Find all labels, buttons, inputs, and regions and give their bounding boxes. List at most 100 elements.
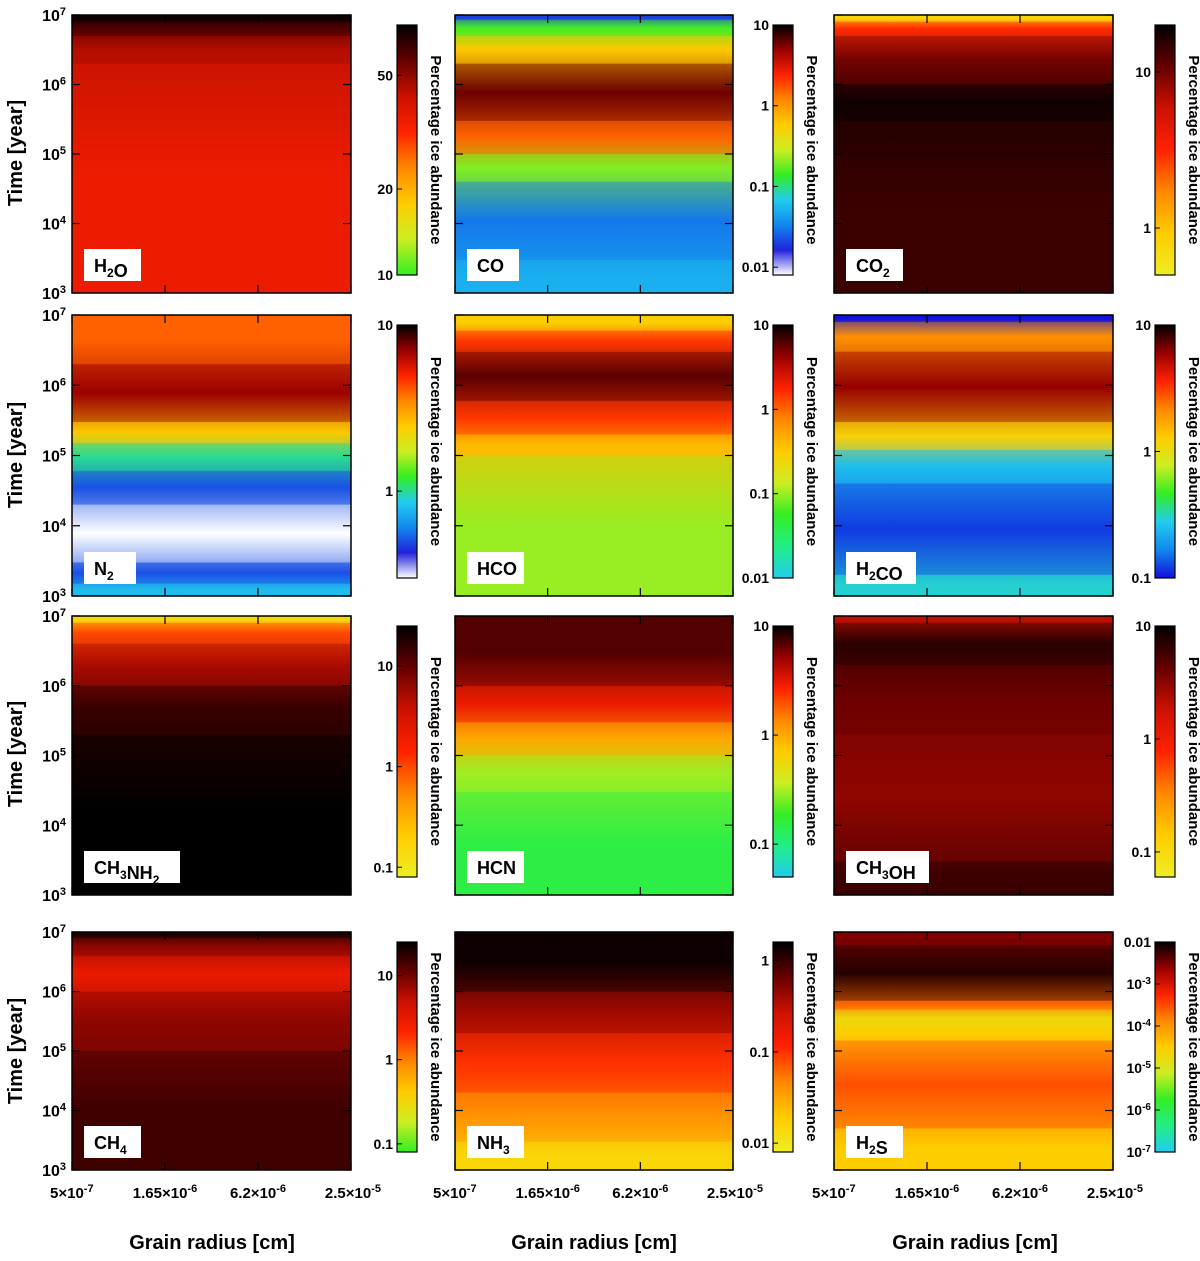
colorbar-label-co2: Percentage ice abundance (1185, 55, 1200, 244)
x-tick-label-ch4-3: 2.5×10-5 (325, 1183, 381, 1202)
band-n2-4 (72, 443, 351, 472)
band-ch3nh2-2 (72, 643, 351, 686)
x-tick-label-ch4-0: 5×10-7 (50, 1183, 94, 1202)
colorbar-h2s: 10-7 10-6 10-5 10-4 10-3 0.01 Percentage ice a… (1124, 934, 1200, 1160)
colorbar-tick-label-h2s-5: 0.01 (1124, 934, 1151, 950)
band-n2-3 (72, 471, 351, 505)
species-label-co2: CO2 (856, 256, 890, 280)
panel-hcn: HCN 0.1 1 10 Percentage ice abundance (454, 615, 820, 896)
colorbar-tick-label-h2co-0: 0.1 (1132, 570, 1152, 586)
heatmap-hcn (455, 616, 733, 895)
band-ch3oh-1 (834, 734, 1113, 862)
species-label-h2s: H2S (856, 1133, 888, 1158)
band-co-4 (455, 63, 733, 121)
colorbar-tick-label-co-0: 0.01 (742, 259, 769, 275)
y-tick-label-n2-3: 106 (42, 376, 66, 395)
colorbar-label-ch3oh: Percentage ice abundance (1185, 657, 1200, 846)
colorbar-co: 0.01 0.1 1 10 Percentage ice abundance (742, 17, 820, 276)
heatmap-ch3nh2 (72, 616, 351, 895)
colorbar-label-h2o: Percentage ice abundance (427, 55, 444, 244)
band-h2s-3 (834, 1009, 1113, 1028)
band-h2o-3 (72, 15, 351, 22)
colorbar-label-n2: Percentage ice abundance (427, 357, 444, 546)
colorbar-tick-label-ch4-2: 10 (377, 967, 393, 983)
colorbar-tick-label-hco-1: 0.1 (750, 486, 770, 502)
species-label-n2: N2 (94, 559, 114, 583)
species-label-nh3: NH3 (477, 1133, 510, 1157)
y-tick-label-ch3nh2-4: 107 (42, 607, 66, 626)
heatmap-hco (455, 315, 733, 596)
colorbar-gradient-hcn (772, 625, 794, 878)
species-label-box-ch4 (84, 1126, 141, 1158)
band-co-2 (455, 154, 733, 182)
species-label-box-ch3nh2 (84, 851, 180, 883)
species-label-box-co2 (846, 249, 903, 281)
colorbar-gradient-co (772, 24, 794, 276)
x-tick-label-ch4-1: 1.65×10-6 (133, 1183, 197, 1202)
colorbar-label-ch3nh2: Percentage ice abundance (427, 657, 444, 846)
x-tick-label-h2s-2: 6.2×10-6 (992, 1183, 1048, 1202)
y-tick-label-h2o-3: 106 (42, 76, 66, 95)
band-ch4-4 (72, 932, 351, 938)
panel-ch3nh2: 103 104 105 106 107 CH3NH2 0.1 1 10 Percentage ic… (42, 607, 444, 905)
species-label-h2co: H2CO (856, 559, 903, 584)
y-tick-label-h2o-0: 103 (42, 284, 66, 303)
colorbar-label-hcn: Percentage ice abundance (803, 657, 820, 846)
panel-h2co: H2CO 0.1 1 10 Percentage ice abundance (833, 314, 1200, 597)
panel-hco: HCO 0.01 0.1 1 10 Percentage ice abundance (454, 314, 820, 597)
y-tick-label-n2-2: 105 (42, 447, 66, 466)
colorbar-ch4: 0.1 1 10 Percentage ice abundance (374, 941, 444, 1153)
species-label-box-hco (467, 552, 524, 584)
band-h2o-2 (72, 21, 351, 36)
heatmap-h2o (72, 15, 351, 293)
heatmap-ch3oh (834, 616, 1113, 895)
x-tick-label-nh3-3: 2.5×10-5 (707, 1183, 763, 1202)
colorbar-tick-label-ch4-1: 1 (385, 1052, 393, 1068)
band-nh3-4 (455, 932, 733, 992)
colorbar-label-h2co: Percentage ice abundance (1185, 357, 1200, 546)
species-label-co: CO (477, 256, 504, 276)
colorbar-tick-label-co-1: 0.1 (750, 178, 770, 194)
colorbar-label-hco: Percentage ice abundance (803, 357, 820, 546)
y-tick-label-ch3nh2-0: 103 (42, 886, 66, 905)
colorbar-tick-label-nh3-1: 0.1 (750, 1044, 770, 1060)
band-n2-1 (72, 562, 351, 584)
y-axis-label-row3: Time [year] (5, 701, 27, 807)
colorbar-tick-label-h2o-1: 20 (377, 181, 393, 197)
colorbar-gradient-ch3oh (1154, 625, 1176, 878)
species-label-h2o: H2O (94, 256, 128, 281)
colorbar-hcn: 0.1 1 10 Percentage ice abundance (750, 618, 820, 878)
band-co2-2 (834, 35, 1113, 85)
x-tick-label-h2s-3: 2.5×10-5 (1087, 1183, 1143, 1202)
species-label-box-h2s (846, 1126, 903, 1158)
band-hcn-3 (455, 685, 733, 723)
band-nh3-2 (455, 1033, 733, 1093)
band-h2co-6 (834, 315, 1113, 322)
colorbar-tick-label-hco-0: 0.01 (742, 570, 769, 586)
x-tick-label-h2s-0: 5×10-7 (812, 1183, 856, 1202)
species-label-box-n2 (84, 552, 136, 584)
band-h2s-6 (834, 932, 1113, 946)
band-h2s-1 (834, 1040, 1113, 1129)
colorbar-gradient-h2o (396, 24, 418, 276)
heatmap-h2co (834, 315, 1113, 596)
species-label-hco: HCO (477, 559, 517, 579)
species-label-ch4: CH4 (94, 1133, 127, 1157)
band-hco-1 (455, 434, 733, 456)
heatmap-co2 (834, 15, 1113, 293)
colorbar-ch3nh2: 0.1 1 10 Percentage ice abundance (374, 625, 444, 878)
colorbar-tick-label-h2s-0: 10-7 (1127, 1144, 1152, 1161)
y-tick-label-ch3nh2-2: 105 (42, 747, 66, 766)
colorbar-tick-label-ch3oh-2: 10 (1135, 618, 1151, 634)
colorbar-tick-label-ch3oh-0: 0.1 (1132, 844, 1152, 860)
colorbar-tick-label-hco-3: 10 (753, 317, 769, 333)
colorbar-tick-label-ch3oh-1: 1 (1143, 731, 1151, 747)
colorbar-label-nh3: Percentage ice abundance (803, 952, 820, 1141)
species-label-ch3nh2: CH3NH2 (94, 858, 160, 887)
panels: 103 104 105 106 107 H2O 10 20 50 Percentage ice a… (42, 6, 1200, 1202)
colorbar-tick-label-nh3-0: 0.01 (742, 1135, 769, 1151)
panel-ch4: 5×10-7 1.65×10-6 6.2×10-6 2.5×10-5 103 104 105… (42, 923, 444, 1202)
x-tick-label-nh3-0: 5×10-7 (433, 1183, 477, 1202)
